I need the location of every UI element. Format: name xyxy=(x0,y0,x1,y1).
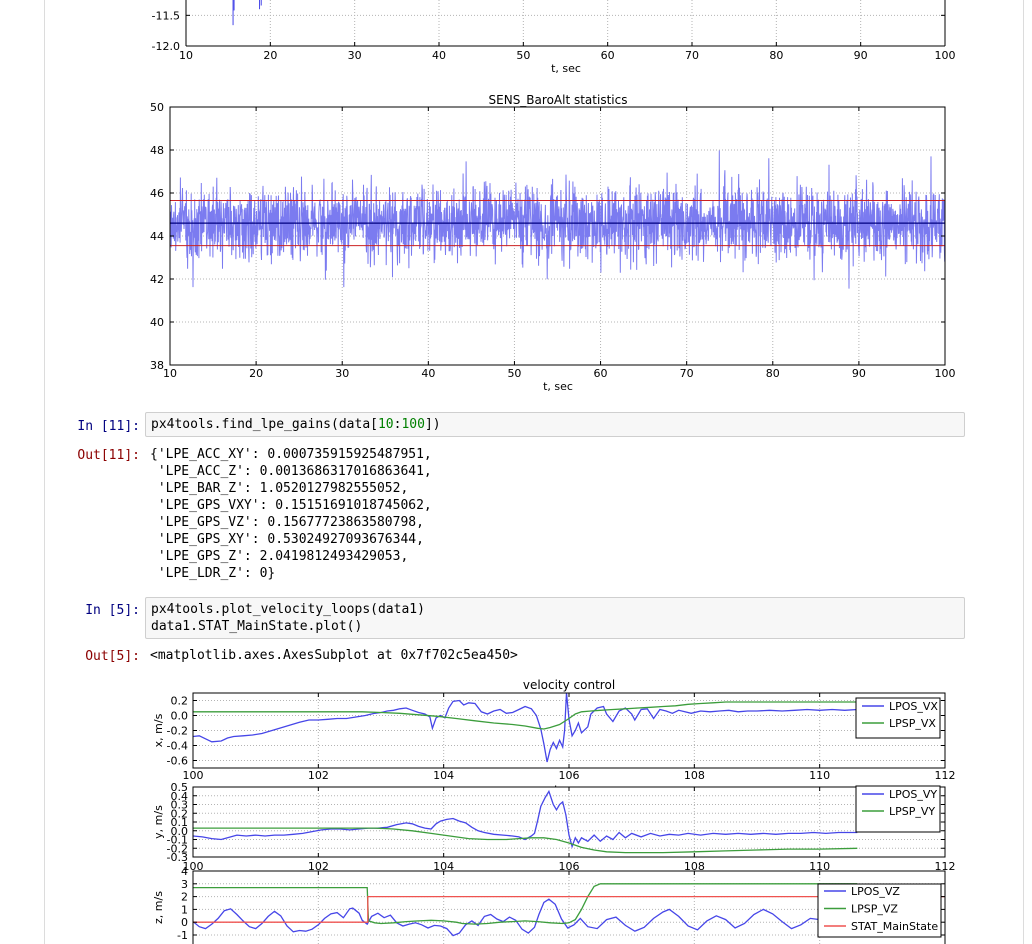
svg-text:-0.1: -0.1 xyxy=(167,834,188,847)
svg-text:LPOS_VY: LPOS_VY xyxy=(889,788,937,801)
svg-text:50: 50 xyxy=(150,101,164,114)
svg-text:108: 108 xyxy=(684,860,705,873)
svg-text:0.1: 0.1 xyxy=(171,816,189,829)
svg-text:112: 112 xyxy=(935,769,956,782)
svg-text:velocity control: velocity control xyxy=(523,678,615,692)
svg-text:-0.2: -0.2 xyxy=(167,842,188,855)
svg-text:70: 70 xyxy=(685,49,699,62)
svg-text:102: 102 xyxy=(308,769,329,782)
input-prompt-11: In [11]: xyxy=(77,419,140,434)
output-prompt-5: Out[5]: xyxy=(85,649,140,664)
svg-text:30: 30 xyxy=(348,49,362,62)
svg-text:20: 20 xyxy=(249,367,263,380)
svg-text:112: 112 xyxy=(935,860,956,873)
svg-text:0.0: 0.0 xyxy=(171,710,189,723)
svg-text:42: 42 xyxy=(150,273,164,286)
svg-text:LPSP_VX: LPSP_VX xyxy=(889,717,936,730)
svg-text:LPOS_VZ: LPOS_VZ xyxy=(851,885,900,898)
svg-text:x, m/s: x, m/s xyxy=(152,713,165,747)
svg-text:100: 100 xyxy=(935,49,956,62)
svg-text:z, m/s: z, m/s xyxy=(152,891,165,924)
svg-text:90: 90 xyxy=(854,49,868,62)
svg-text:-0.2: -0.2 xyxy=(167,725,188,738)
svg-text:80: 80 xyxy=(766,367,780,380)
output-prompt-11: Out[11]: xyxy=(77,448,140,463)
svg-text:0.3: 0.3 xyxy=(171,799,189,812)
svg-text:t, sec: t, sec xyxy=(551,62,581,75)
svg-text:106: 106 xyxy=(559,769,580,782)
svg-text:40: 40 xyxy=(150,316,164,329)
svg-text:-2: -2 xyxy=(177,942,188,944)
svg-text:50: 50 xyxy=(516,49,530,62)
svg-text:90: 90 xyxy=(852,367,866,380)
partial-plot-top: 10 20 30 40 50 60 70 80 90 100 -11.5 -12.0 t, sec xyxy=(152,0,956,75)
code-cell-11[interactable]: px4tools.find_lpe_gains(data[10:100]) xyxy=(145,412,965,437)
svg-text:STAT_MainState: STAT_MainState xyxy=(851,920,938,933)
svg-text:-0.4: -0.4 xyxy=(167,740,188,753)
svg-text:LPSP_VZ: LPSP_VZ xyxy=(851,903,898,916)
svg-text:y, m/s: y, m/s xyxy=(152,805,165,839)
svg-text:104: 104 xyxy=(433,860,454,873)
svg-text:40: 40 xyxy=(421,367,435,380)
svg-text:0: 0 xyxy=(181,916,188,929)
svg-text:-11.5: -11.5 xyxy=(152,9,180,22)
code-cell-5[interactable]: px4tools.plot_velocity_loops(data1) data… xyxy=(145,597,965,639)
svg-text:104: 104 xyxy=(433,769,454,782)
output-text-11: {'LPE_ACC_XY': 0.000735915925487951, 'LP… xyxy=(150,447,432,581)
svg-text:48: 48 xyxy=(150,144,164,157)
svg-text:100: 100 xyxy=(183,860,204,873)
svg-text:30: 30 xyxy=(335,367,349,380)
svg-text:1: 1 xyxy=(181,903,188,916)
svg-text:60: 60 xyxy=(601,49,615,62)
svg-text:0.2: 0.2 xyxy=(171,695,189,708)
svg-text:80: 80 xyxy=(769,49,783,62)
svg-text:100: 100 xyxy=(935,367,956,380)
svg-text:3: 3 xyxy=(181,878,188,891)
svg-text:-12.0: -12.0 xyxy=(152,40,180,53)
svg-text:70: 70 xyxy=(680,367,694,380)
svg-text:44: 44 xyxy=(150,230,164,243)
baro-alt-statistics-plot: 10 20 30 40 50 60 70 80 90 100 38 40 42 44 46 48 50 t, se… xyxy=(150,93,956,393)
svg-text:-0.6: -0.6 xyxy=(167,755,188,768)
svg-text:106: 106 xyxy=(559,860,580,873)
svg-text:10: 10 xyxy=(179,49,193,62)
svg-text:0.5: 0.5 xyxy=(171,781,189,794)
svg-text:-1: -1 xyxy=(177,929,188,942)
input-prompt-5: In [5]: xyxy=(85,603,140,618)
svg-text:40: 40 xyxy=(432,49,446,62)
svg-text:t, sec: t, sec xyxy=(543,380,573,393)
code-text-5: px4tools.plot_velocity_loops(data1) data… xyxy=(151,602,425,634)
svg-text:60: 60 xyxy=(594,367,608,380)
svg-text:10: 10 xyxy=(163,367,177,380)
svg-text:2: 2 xyxy=(181,891,188,904)
svg-text:110: 110 xyxy=(809,860,830,873)
svg-text:LPSP_VY: LPSP_VY xyxy=(889,805,935,818)
svg-text:38: 38 xyxy=(150,359,164,372)
svg-text:110: 110 xyxy=(809,769,830,782)
svg-text:LPOS_VX: LPOS_VX xyxy=(889,700,938,713)
svg-text:4: 4 xyxy=(181,865,188,878)
svg-text:0.0: 0.0 xyxy=(171,825,189,838)
svg-text:102: 102 xyxy=(308,860,329,873)
svg-text:50: 50 xyxy=(507,367,521,380)
svg-text:0.2: 0.2 xyxy=(171,807,189,820)
svg-text:108: 108 xyxy=(684,769,705,782)
output-text-5: <matplotlib.axes.AxesSubplot at 0x7f702c… xyxy=(150,648,518,663)
svg-text:100: 100 xyxy=(183,769,204,782)
svg-text:SENS_BaroAlt statistics: SENS_BaroAlt statistics xyxy=(489,93,628,107)
svg-text:46: 46 xyxy=(150,187,164,200)
svg-text:0.4: 0.4 xyxy=(171,790,189,803)
svg-text:20: 20 xyxy=(263,49,277,62)
svg-text:-0.3: -0.3 xyxy=(167,851,188,864)
code-text-11: px4tools.find_lpe_gains(data[10:100]) xyxy=(151,417,441,432)
